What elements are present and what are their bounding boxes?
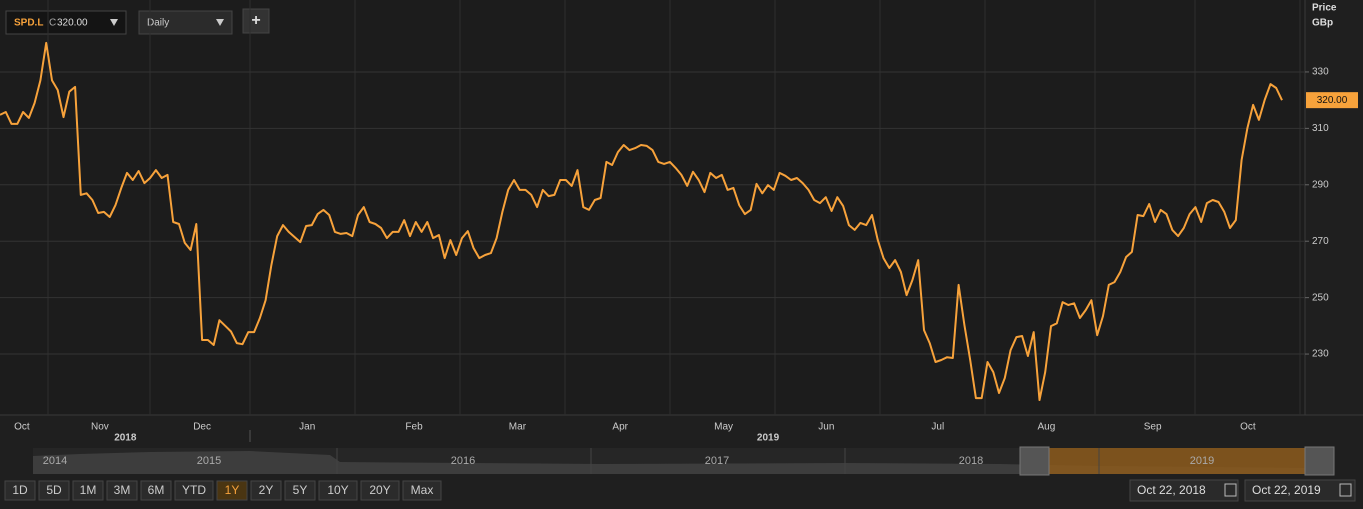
range-button-label: 20Y	[369, 483, 390, 497]
plot-area	[0, 0, 1305, 415]
y-tick-label: 310	[1312, 123, 1329, 134]
x-tick-label: Jun	[818, 422, 834, 433]
y-tick-label: 250	[1312, 292, 1329, 303]
y-tick-label: 270	[1312, 236, 1329, 247]
last-price-label: 320.00	[1317, 95, 1348, 106]
range-button[interactable]	[106, 480, 138, 501]
range-button-label: 3M	[114, 483, 131, 497]
y-tick-label: 290	[1312, 179, 1329, 190]
navigator-selection[interactable]	[1049, 448, 1305, 474]
range-button[interactable]	[318, 480, 358, 501]
range-button[interactable]	[250, 480, 282, 501]
range-button-label: 5D	[46, 483, 62, 497]
date-from-box[interactable]	[1129, 479, 1239, 502]
x-tick-label: Feb	[405, 422, 423, 433]
close-price: 320.00	[57, 18, 88, 29]
x-tick-label: Oct	[14, 422, 30, 433]
date-to-box[interactable]	[1244, 479, 1356, 502]
x-tick-label: Oct	[1240, 422, 1256, 433]
y-axis-title: Price	[1312, 3, 1337, 14]
x-tick-label: Jul	[931, 422, 944, 433]
range-button[interactable]	[140, 480, 172, 501]
x-tick-label: Sep	[1144, 422, 1162, 433]
navigator-year: 2015	[197, 455, 221, 467]
price-line	[0, 41, 1283, 401]
last-price-tag	[1306, 92, 1358, 109]
calendar-icon[interactable]	[1224, 483, 1237, 497]
y-tick-label: 230	[1312, 349, 1329, 360]
x-tick-label: Nov	[91, 422, 109, 433]
navigator-year: 2016	[451, 455, 475, 467]
add-button[interactable]	[242, 8, 270, 34]
interval-box[interactable]	[138, 10, 233, 35]
navigator-year: 2014	[43, 455, 67, 467]
date-to: Oct 22, 2019	[1252, 483, 1321, 497]
symbol-box[interactable]	[5, 10, 127, 35]
x-tick-label: Apr	[612, 422, 628, 433]
year-label: 2019	[757, 433, 780, 444]
navigator-handle[interactable]	[1304, 446, 1335, 476]
navigator-handle[interactable]	[1019, 446, 1050, 476]
range-button-label: 1M	[80, 483, 97, 497]
dropdown-arrow	[216, 19, 224, 26]
range-button[interactable]	[360, 480, 400, 501]
x-tick-label: Dec	[193, 422, 211, 433]
x-tick-label: Aug	[1037, 422, 1055, 433]
navigator-year: 2018	[959, 455, 983, 467]
date-from: Oct 22, 2018	[1137, 483, 1206, 497]
range-button[interactable]	[38, 480, 70, 501]
range-button[interactable]	[174, 480, 214, 501]
navigator-year: 2017	[705, 455, 729, 467]
navigator-year: 2019	[1190, 455, 1214, 467]
x-tick-label: Mar	[509, 422, 527, 433]
year-label: 2018	[114, 433, 137, 444]
dropdown-arrow	[110, 19, 118, 26]
range-button-label: Max	[411, 483, 434, 497]
range-button-label: 5Y	[293, 483, 308, 497]
range-button[interactable]	[402, 480, 442, 501]
range-button-label: 1Y	[225, 483, 240, 497]
symbol: SPD.L	[14, 18, 43, 29]
range-button-label: 6M	[148, 483, 165, 497]
y-axis-unit: GBp	[1312, 18, 1333, 29]
navigator-sparkline	[33, 451, 1305, 474]
y-tick-label: 330	[1312, 67, 1329, 78]
range-button[interactable]	[4, 480, 36, 501]
range-button-label: 10Y	[327, 483, 348, 497]
x-tick-label: Jan	[299, 422, 315, 433]
range-button[interactable]	[72, 480, 104, 501]
range-button-label: YTD	[182, 483, 206, 497]
interval: Daily	[147, 18, 169, 29]
calendar-icon[interactable]	[1339, 483, 1352, 497]
range-button[interactable]	[216, 480, 248, 501]
x-tick-label: May	[714, 422, 733, 433]
range-button-label: 2Y	[259, 483, 274, 497]
close-prefix: C	[49, 18, 56, 29]
add-icon: +	[251, 12, 260, 29]
range-button-label: 1D	[12, 483, 28, 497]
range-button[interactable]	[284, 480, 316, 501]
